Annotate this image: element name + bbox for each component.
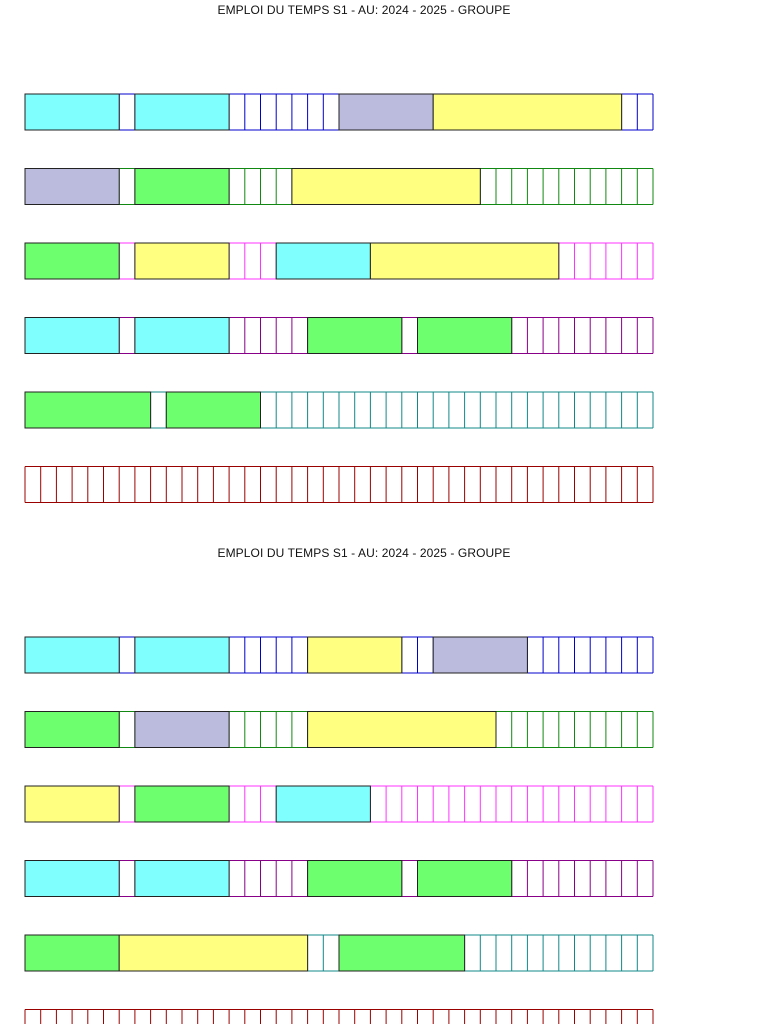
day-row xyxy=(24,636,654,674)
course-block xyxy=(134,636,230,674)
day-row xyxy=(24,466,654,503)
course-block xyxy=(24,711,120,748)
course-block xyxy=(24,391,152,429)
day-row xyxy=(24,1009,654,1024)
course-block xyxy=(134,711,230,748)
day-row xyxy=(24,860,654,897)
course-block xyxy=(24,860,120,897)
course-block xyxy=(307,636,403,674)
day-row xyxy=(24,785,654,823)
course-block xyxy=(24,636,120,674)
day-row xyxy=(24,317,654,354)
course-block xyxy=(134,860,230,897)
course-block xyxy=(369,242,560,280)
course-block xyxy=(134,785,230,823)
course-block xyxy=(307,860,403,897)
course-block xyxy=(165,391,261,429)
course-block xyxy=(134,317,230,354)
day-row xyxy=(24,391,654,429)
course-block xyxy=(24,168,120,205)
course-block xyxy=(134,93,230,131)
course-block xyxy=(134,168,230,205)
course-block xyxy=(338,934,466,972)
course-block xyxy=(118,934,309,972)
course-block xyxy=(275,242,371,280)
course-block xyxy=(417,317,513,354)
course-block xyxy=(24,242,120,280)
course-block xyxy=(134,242,230,280)
course-block xyxy=(338,93,434,131)
day-row xyxy=(24,242,654,280)
course-block xyxy=(432,636,528,674)
course-block xyxy=(432,93,623,131)
course-block xyxy=(291,168,481,205)
day-row xyxy=(24,168,654,205)
day-row xyxy=(24,93,654,131)
day-row xyxy=(24,934,654,972)
page-title: EMPLOI DU TEMPS S1 - AU: 2024 - 2025 - G… xyxy=(217,3,511,17)
course-block xyxy=(275,785,371,823)
course-block xyxy=(307,317,403,354)
course-block xyxy=(24,785,120,823)
course-block xyxy=(417,860,513,897)
course-block xyxy=(307,711,497,748)
page-title-second: EMPLOI DU TEMPS S1 - AU: 2024 - 2025 - G… xyxy=(217,546,511,560)
course-block xyxy=(24,934,120,972)
course-block xyxy=(24,317,120,354)
day-row xyxy=(24,711,654,748)
course-block xyxy=(24,93,120,131)
